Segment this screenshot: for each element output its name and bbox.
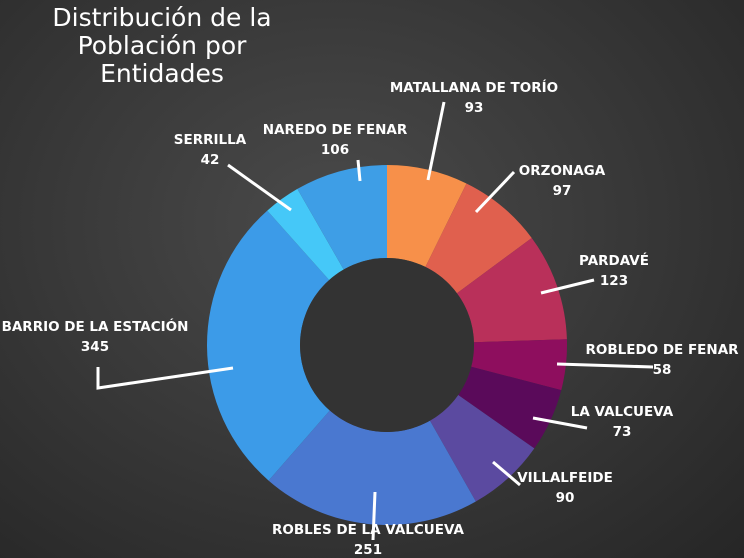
- slice-barrio-de-la-estacion: [207, 210, 330, 481]
- slice-label-villalfeide: VILLALFEIDE: [517, 470, 613, 486]
- slice-label-la-valcueva: LA VALCUEVA: [571, 404, 674, 420]
- slice-value-matallana-de-torio: 93: [465, 100, 484, 116]
- slice-value-robles-de-la-valcueva: 251: [354, 542, 382, 558]
- leader-line-naredo-de-fenar: [356, 159, 362, 182]
- slice-pardave: [456, 237, 567, 343]
- slice-label-pardave: PARDAVÉ: [579, 252, 649, 269]
- slice-value-villalfeide: 90: [556, 490, 575, 506]
- slice-label-barrio-de-la-estacion: BARRIO DE LA ESTACIÓN: [2, 317, 189, 335]
- slice-label-robles-de-la-valcueva: ROBLES DE LA VALCUEVA: [272, 522, 464, 538]
- slice-orzonaga: [425, 183, 532, 294]
- slice-label-naredo-de-fenar: NAREDO DE FENAR: [263, 122, 408, 138]
- slice-value-pardave: 123: [600, 273, 628, 289]
- leader-line-matallana-de-torio: [426, 101, 446, 181]
- chart-title: Distribución de la Población por Entidad…: [12, 4, 312, 88]
- slice-value-la-valcueva: 73: [613, 424, 632, 440]
- slice-value-serrilla: 42: [201, 152, 220, 168]
- leader-line-robledo-de-fenar: [556, 362, 654, 369]
- leader-line-pardave: [540, 278, 595, 295]
- slice-value-robledo-de-fenar: 58: [653, 362, 672, 378]
- leader-line-la-valcueva: [532, 416, 588, 430]
- slice-labels: MATALLANA DE TORÍO 93 ORZONAGA 97 PARDAVÉ 123…: [2, 79, 740, 558]
- slice-serrilla: [267, 188, 344, 281]
- leader-line-barrio-de-la-estacion: [96, 366, 234, 390]
- slice-matallana-de-torio: [387, 165, 467, 267]
- slice-label-robledo-de-fenar: ROBLEDO DE FENAR: [585, 342, 739, 358]
- slice-naredo-de-fenar: [297, 165, 387, 270]
- donut-slices: [207, 165, 568, 525]
- slice-la-valcueva: [458, 366, 562, 449]
- leader-line-robles-de-la-valcueva: [371, 491, 377, 541]
- donut-hole: [300, 258, 474, 432]
- chart-title-line-1: Distribución de la: [52, 3, 272, 32]
- slice-label-serrilla: SERRILLA: [174, 132, 247, 148]
- chart-title-line-2: Población por Entidades: [77, 31, 247, 88]
- leader-lines: [96, 101, 654, 541]
- leader-line-serrilla: [227, 163, 292, 212]
- slice-value-naredo-de-fenar: 106: [321, 142, 349, 158]
- slice-robles-de-la-valcueva: [268, 410, 476, 525]
- slice-robledo-de-fenar: [471, 339, 568, 391]
- slice-value-barrio-de-la-estacion: 345: [81, 339, 109, 355]
- slice-label-matallana-de-torio: MATALLANA DE TORÍO: [390, 79, 558, 96]
- slice-value-orzonaga: 97: [553, 183, 572, 199]
- slice-label-orzonaga: ORZONAGA: [519, 163, 606, 179]
- leader-line-villalfeide: [492, 460, 521, 487]
- leader-line-orzonaga: [474, 170, 516, 214]
